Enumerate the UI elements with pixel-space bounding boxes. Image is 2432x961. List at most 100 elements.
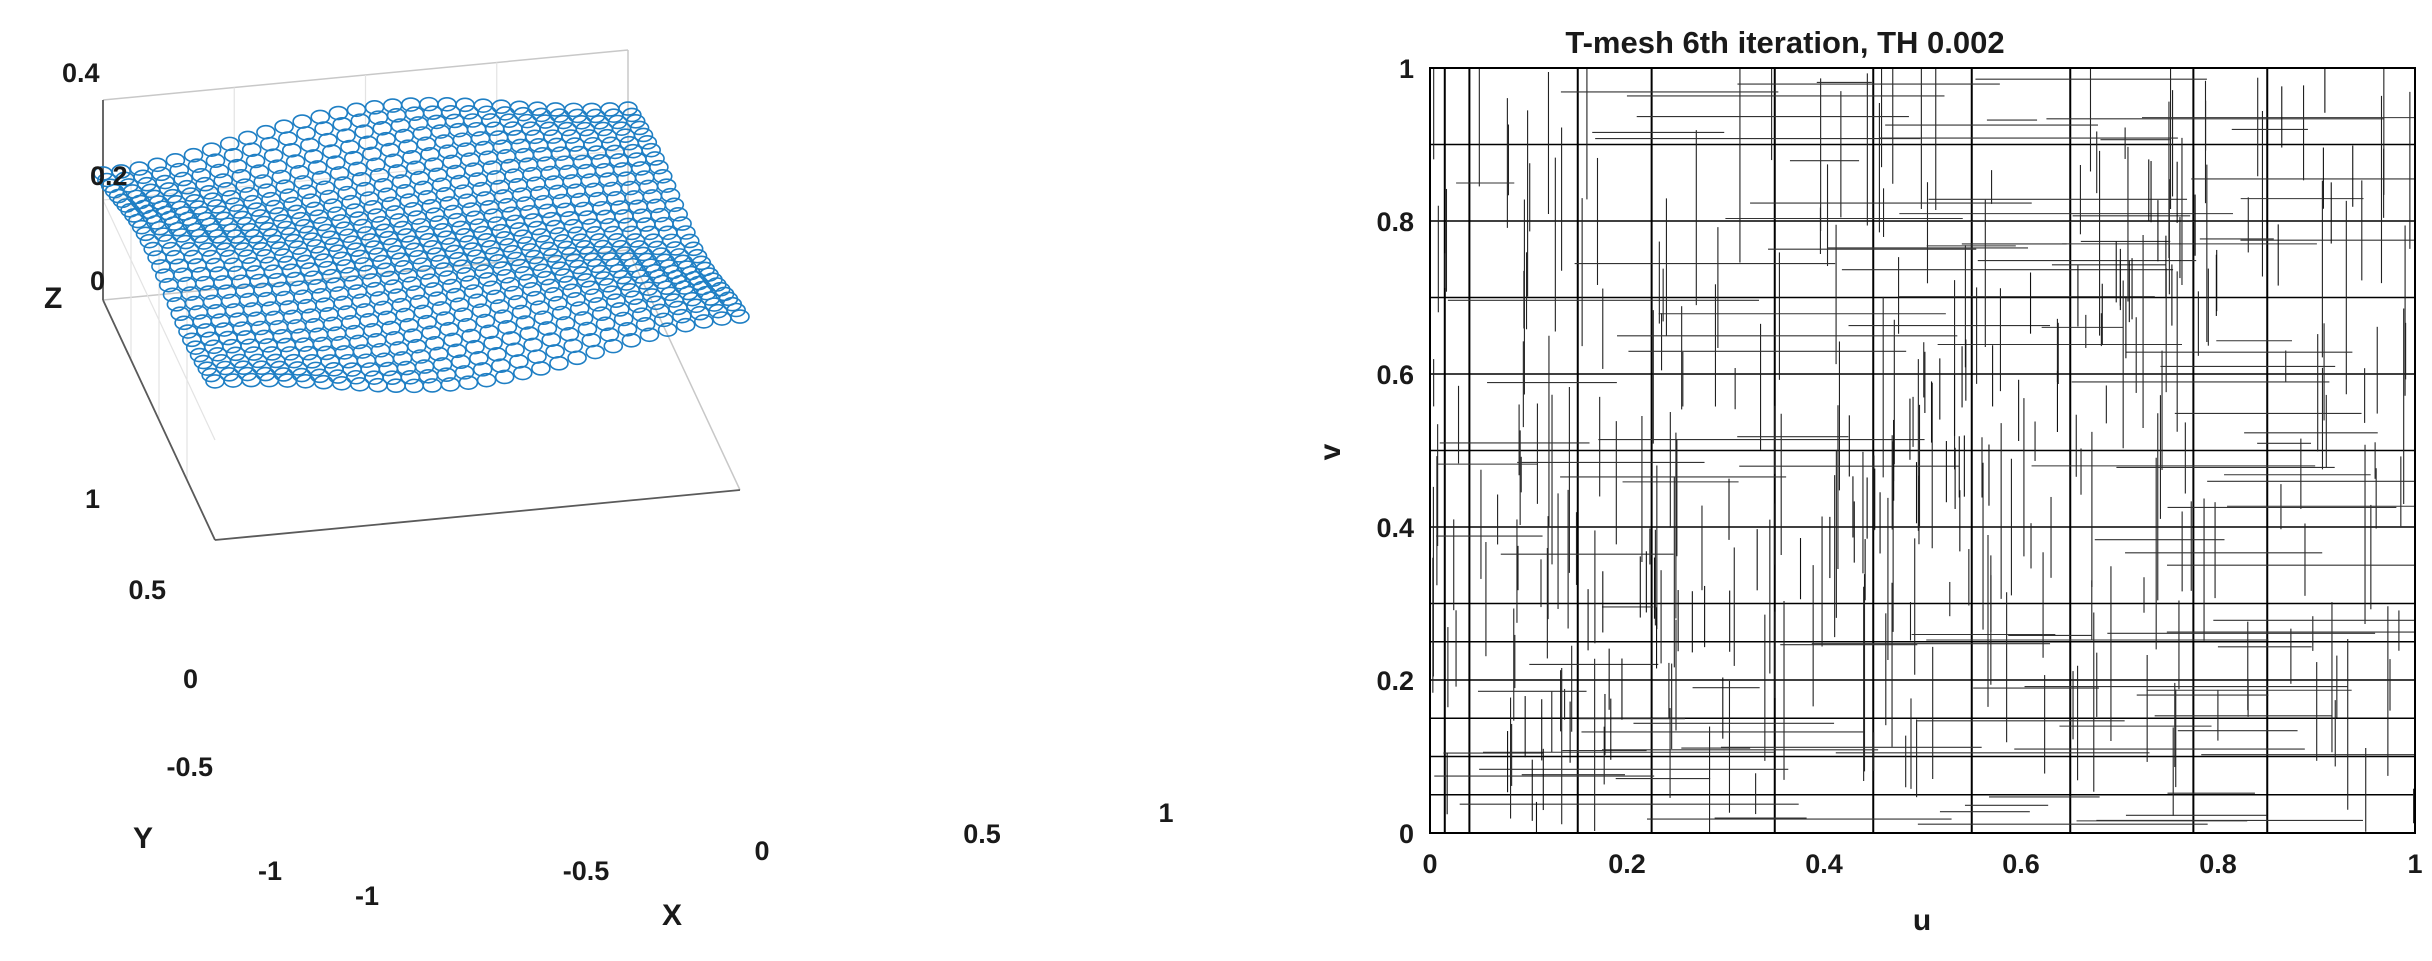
data-point xyxy=(337,185,358,201)
data-point xyxy=(279,188,299,204)
data-point xyxy=(332,251,352,267)
data-point xyxy=(343,275,364,291)
data-point xyxy=(303,270,324,286)
data-point xyxy=(554,155,575,171)
data-point xyxy=(377,187,398,203)
data-point xyxy=(231,168,252,184)
data-point xyxy=(378,361,399,377)
data-point xyxy=(463,284,484,299)
data-point xyxy=(595,209,616,225)
v-tick-label: 0.4 xyxy=(1376,513,1414,543)
data-point xyxy=(549,356,569,371)
data-point xyxy=(133,169,153,185)
data-point xyxy=(448,251,469,267)
data-point xyxy=(518,157,539,172)
data-point xyxy=(365,281,386,297)
data-point xyxy=(572,154,593,170)
x-tick-label: -0.5 xyxy=(563,856,610,886)
data-point xyxy=(427,167,448,183)
data-point xyxy=(202,294,223,310)
data-point xyxy=(381,196,402,212)
data-point xyxy=(357,264,378,280)
data-point xyxy=(336,128,356,143)
data-point xyxy=(390,252,410,267)
data-point xyxy=(361,273,382,288)
data-point xyxy=(566,183,586,199)
data-point xyxy=(434,262,454,277)
data-point xyxy=(645,151,665,166)
data-point xyxy=(178,324,198,339)
data-point xyxy=(562,283,582,299)
v-tick-label: 0.6 xyxy=(1376,360,1414,390)
data-point xyxy=(505,342,525,358)
data-point xyxy=(301,193,321,208)
data-point xyxy=(617,321,638,337)
data-point xyxy=(250,320,271,336)
data-point xyxy=(489,299,510,314)
data-point xyxy=(263,148,284,163)
data-point xyxy=(305,201,325,217)
data-point xyxy=(213,275,233,290)
data-point xyxy=(519,326,540,341)
data-point xyxy=(419,96,439,112)
u-tick-label: 0.2 xyxy=(1608,849,1646,879)
data-point xyxy=(243,194,263,210)
y-tick-label: -1 xyxy=(258,856,282,886)
data-point xyxy=(430,254,451,270)
data-point xyxy=(235,178,255,193)
data-point xyxy=(437,96,457,112)
data-point xyxy=(627,152,647,167)
data-point xyxy=(294,337,315,352)
data-point xyxy=(658,225,678,241)
data-point xyxy=(478,272,498,287)
data-point xyxy=(472,362,493,377)
data-point xyxy=(413,304,434,320)
data-point xyxy=(340,139,360,155)
data-point xyxy=(577,210,598,225)
data-point xyxy=(259,136,280,152)
data-point xyxy=(293,175,314,190)
data-point xyxy=(391,174,412,189)
data-point xyxy=(588,297,608,312)
chart-title: T-mesh 6th iteration, TH 0.002 xyxy=(1565,25,2004,60)
data-point xyxy=(537,321,558,336)
data-point xyxy=(687,248,708,264)
data-point xyxy=(297,298,317,314)
data-point xyxy=(151,259,171,274)
data-point xyxy=(416,265,436,280)
data-point xyxy=(610,200,630,215)
data-point xyxy=(187,158,208,173)
data-point xyxy=(475,191,496,206)
y-tick-label: -0.5 xyxy=(166,752,213,782)
data-point xyxy=(182,332,202,348)
data-point xyxy=(343,150,364,166)
data-point xyxy=(427,291,448,306)
data-point xyxy=(236,330,256,345)
data-point xyxy=(456,267,476,282)
data-point xyxy=(562,174,583,189)
data-point xyxy=(403,328,423,343)
data-point xyxy=(328,105,349,121)
data-point xyxy=(180,286,201,301)
data-point xyxy=(151,166,171,182)
data-point xyxy=(383,279,404,294)
data-point xyxy=(257,291,277,307)
data-point xyxy=(210,313,231,328)
data-point xyxy=(425,336,445,351)
data-point xyxy=(576,163,597,179)
data-point xyxy=(356,353,377,369)
data-point xyxy=(660,187,681,203)
data-point xyxy=(198,285,219,300)
data-point xyxy=(398,267,418,283)
data-point xyxy=(616,171,637,186)
data-point xyxy=(507,294,528,310)
data-point xyxy=(493,309,514,324)
data-point xyxy=(376,262,396,278)
data-point xyxy=(232,321,253,337)
data-point xyxy=(429,215,449,231)
data-point xyxy=(628,298,648,314)
data-point xyxy=(312,336,333,352)
data-point xyxy=(404,378,424,394)
data-point xyxy=(264,310,285,326)
data-point xyxy=(307,160,328,175)
